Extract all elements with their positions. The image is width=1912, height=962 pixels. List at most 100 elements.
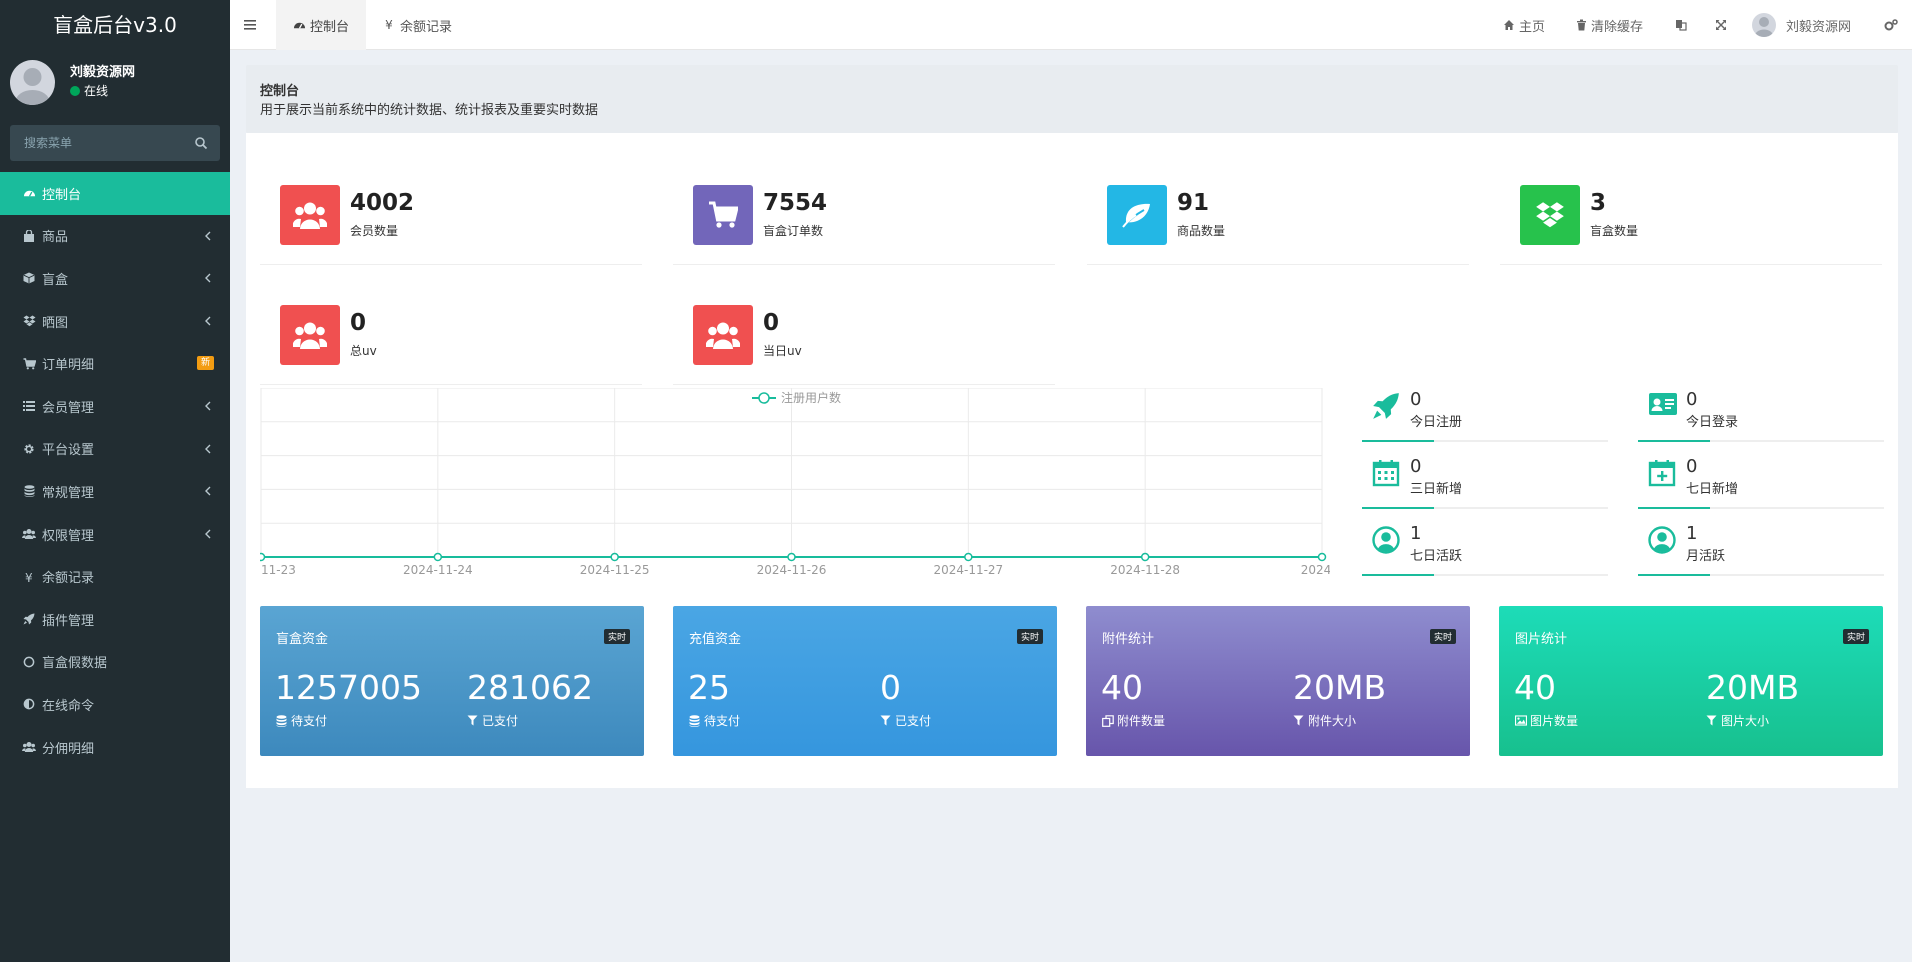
sidebar-item-0[interactable]: 控制台 <box>0 172 230 215</box>
data-point <box>1317 552 1327 562</box>
settings-button[interactable] <box>1884 0 1901 50</box>
card-label-text: 图片数量 <box>1530 714 1579 728</box>
list-icon <box>22 399 36 413</box>
realtime-badge: 实时 <box>1429 629 1456 644</box>
mini-stat-value: 1 <box>1686 523 1698 544</box>
sidebar-item-9[interactable]: ¥ 余额记录 <box>0 555 230 598</box>
stat-card: 盲盒资金 实时 1257005 281062 待支付 已支付 <box>260 606 644 756</box>
chevron-left-icon <box>204 443 212 455</box>
realtime-badge: 实时 <box>1842 629 1869 644</box>
avatar <box>10 60 55 105</box>
sidebar-item-10[interactable]: 插件管理 <box>0 598 230 641</box>
sidebar-item-label: 控制台 <box>42 187 82 203</box>
cart-icon <box>22 357 36 371</box>
search-input[interactable] <box>10 125 186 161</box>
sidebar-item-1[interactable]: 商品 <box>0 215 230 258</box>
fullscreen-icon <box>1714 18 1728 32</box>
mini-stat-label: 三日新增 <box>1410 482 1463 497</box>
data-point <box>610 552 619 562</box>
card-value-primary: 25 <box>688 668 730 707</box>
tab-balance-records[interactable]: ¥ 余额记录 <box>382 0 482 50</box>
stat-box: 0 总uv <box>260 270 642 385</box>
x-tick-label: 2024-11-26 <box>757 563 827 577</box>
mini-stat-value: 0 <box>1686 456 1698 477</box>
data-point <box>1140 552 1150 562</box>
mini-stat: 1 月活跃 <box>1638 521 1884 576</box>
sidebar-item-13[interactable]: 分佣明细 <box>0 726 230 769</box>
fullscreen-button[interactable] <box>1714 0 1731 50</box>
chevron-left-icon <box>204 528 212 540</box>
card-label-secondary: 图片大小 <box>1706 712 1769 729</box>
x-tick-label: 11-23 <box>261 563 296 577</box>
progress-line <box>1638 440 1884 442</box>
image-icon <box>1515 715 1527 727</box>
sidebar-item-7[interactable]: 常规管理 <box>0 470 230 513</box>
user-status: 在线 <box>70 82 108 99</box>
topbar: 控制台 ¥ 余额记录 主页 清除缓存 刘毅资源网 <box>230 0 1912 50</box>
calendar-plus-icon <box>1648 459 1678 489</box>
user-circle-icon <box>1648 526 1678 556</box>
line-chart: 11-23 2024-11-24 2024-11-25 2024-11-26 2024-… <box>260 388 1330 577</box>
mini-stat-label: 七日活跃 <box>1410 549 1463 564</box>
card-value-primary: 40 <box>1101 668 1143 707</box>
card-label-text: 待支付 <box>704 714 741 728</box>
user-menu-name: 刘毅资源网 <box>1786 19 1852 35</box>
card-value-primary: 1257005 <box>275 668 422 707</box>
chevron-left-icon <box>204 315 212 327</box>
card-label-secondary: 已支付 <box>880 712 931 729</box>
dropbox-icon <box>22 314 36 328</box>
mini-stat-value: 1 <box>1410 523 1422 544</box>
stat-label: 商品数量 <box>1177 224 1226 238</box>
sidebar-item-12[interactable]: 在线命令 <box>0 683 230 726</box>
menu-toggle-icon[interactable] <box>244 18 258 32</box>
sidebar-item-2[interactable]: 盲盒 <box>0 257 230 300</box>
filter-icon <box>467 715 479 727</box>
search-icon[interactable] <box>194 136 208 150</box>
sidebar-item-11[interactable]: 盲盒假数据 <box>0 641 230 684</box>
tab-dashboard-label: 控制台 <box>310 19 350 35</box>
id-card-icon <box>1648 392 1678 422</box>
sidebar-item-3[interactable]: 晒图 <box>0 300 230 343</box>
chevron-left-icon <box>204 485 212 497</box>
sidebar-item-label: 会员管理 <box>42 400 95 416</box>
clear-cache-button[interactable]: 清除缓存 <box>1574 0 1643 50</box>
sidebar-item-label: 分佣明细 <box>42 741 95 757</box>
sidebar-item-label: 在线命令 <box>42 698 95 714</box>
stat-card: 充值资金 实时 25 0 待支付 已支付 <box>673 606 1057 756</box>
card-value-secondary: 0 <box>880 668 901 707</box>
svg-text:¥: ¥ <box>25 571 33 583</box>
data-point <box>433 552 443 562</box>
users-icon <box>280 185 340 245</box>
card-label-text: 已支付 <box>895 714 932 728</box>
sidebar-item-label: 权限管理 <box>42 528 95 544</box>
sidebar-item-label: 余额记录 <box>42 571 95 587</box>
card-value-primary: 40 <box>1514 668 1556 707</box>
chevron-left-icon <box>204 272 212 284</box>
card-label-text: 图片大小 <box>1721 714 1770 728</box>
sidebar-item-4[interactable]: 订单明细 新 <box>0 342 230 385</box>
card-title: 充值资金 <box>689 632 742 647</box>
card-value-secondary: 20MB <box>1293 668 1387 707</box>
sidebar-item-5[interactable]: 会员管理 <box>0 385 230 428</box>
sidebar-item-6[interactable]: 平台设置 <box>0 428 230 471</box>
dropbox-icon <box>1520 185 1580 245</box>
stat-value: 91 <box>1177 190 1210 216</box>
filter-icon <box>1293 715 1305 727</box>
home-link[interactable]: 主页 <box>1502 0 1545 50</box>
card-label-primary: 图片数量 <box>1515 712 1578 729</box>
card-label-text: 附件数量 <box>1117 714 1166 728</box>
circle-icon <box>22 655 36 669</box>
card-label-text: 附件大小 <box>1308 714 1357 728</box>
mini-stat: 0 三日新增 <box>1362 454 1608 509</box>
legend-marker <box>758 392 770 404</box>
user-menu[interactable]: 刘毅资源网 <box>1752 0 1851 50</box>
leaf-icon <box>1107 185 1167 245</box>
tab-dashboard[interactable]: 控制台 <box>276 0 366 50</box>
mini-stat: 0 今日登录 <box>1638 387 1884 442</box>
stat-label: 当日uv <box>763 344 802 358</box>
app-logo[interactable]: 盲盒后台v3.0 <box>0 0 230 50</box>
language-button[interactable] <box>1674 0 1691 50</box>
sidebar-item-8[interactable]: 权限管理 <box>0 513 230 556</box>
sidebar-item-label: 晒图 <box>42 315 69 331</box>
